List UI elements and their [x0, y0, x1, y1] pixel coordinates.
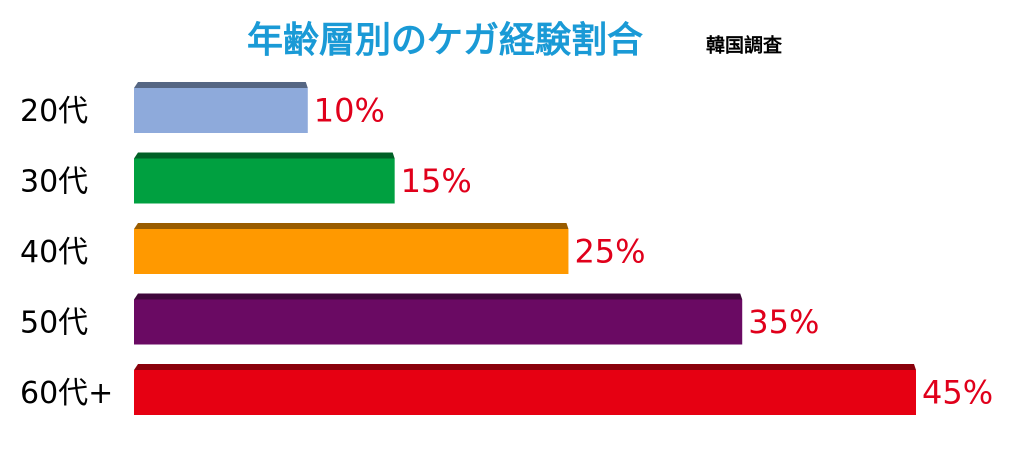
y-tick-label: 40代: [20, 235, 88, 270]
value-label: 25%: [574, 233, 645, 271]
bar: [134, 229, 569, 274]
bar-top: [134, 152, 395, 159]
bar-top: [134, 364, 916, 370]
chart-title: 年齢層別のケガ経験割合: [247, 20, 643, 61]
y-tick-label: 20代: [20, 94, 88, 129]
bar-top: [134, 223, 569, 229]
y-tick-label: 50代: [20, 306, 88, 341]
value-label: 10%: [314, 92, 385, 130]
value-label: 45%: [922, 374, 993, 412]
bar: [134, 299, 743, 345]
y-tick-label: 60代+: [20, 376, 113, 411]
bar-top: [134, 293, 743, 300]
value-label: 35%: [748, 303, 819, 341]
bar: [134, 370, 916, 415]
bar: [134, 88, 308, 133]
value-label: 15%: [401, 162, 472, 200]
y-tick-label: 30代: [20, 165, 88, 200]
bar: [134, 158, 395, 204]
bar-top: [134, 82, 308, 88]
chart-subtitle: 韓国調査: [706, 34, 783, 57]
